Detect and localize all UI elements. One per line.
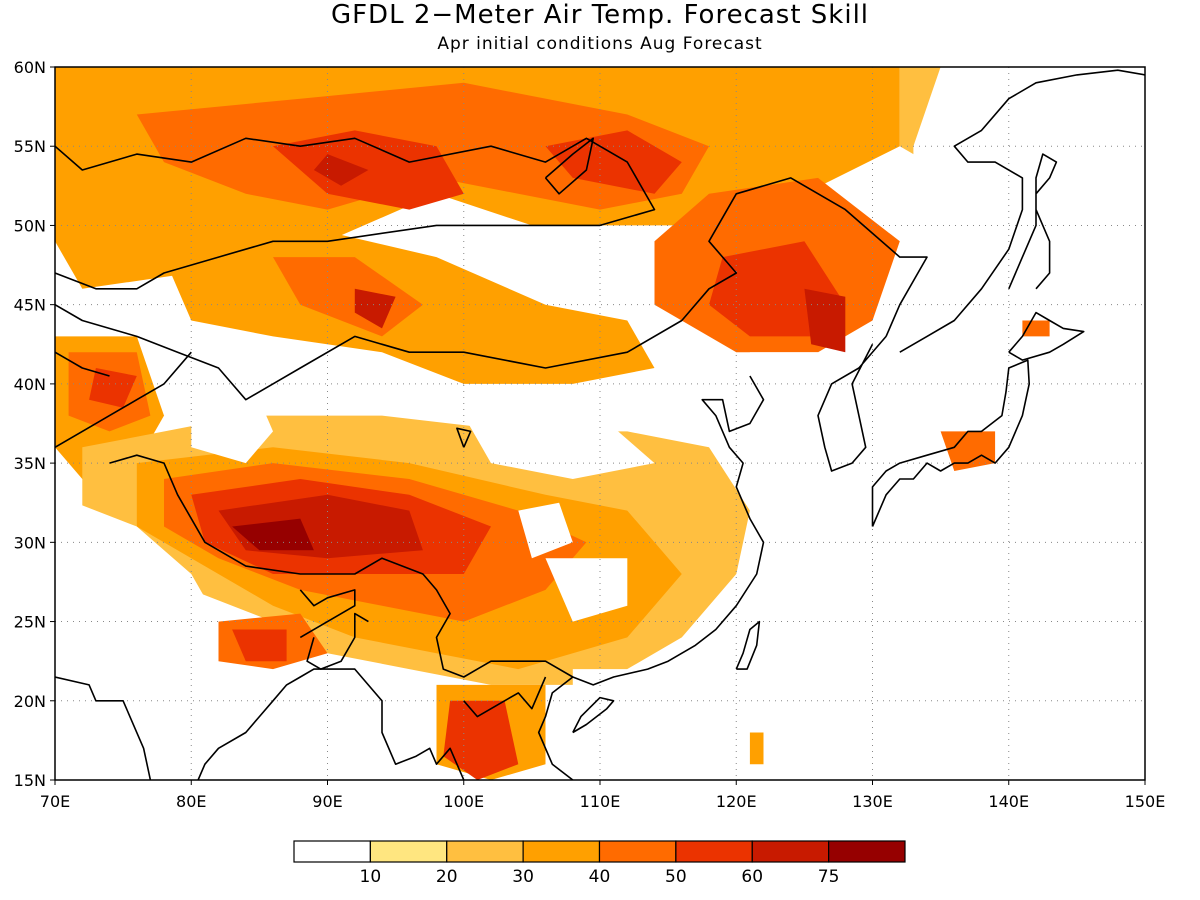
colorbar-swatch [598,840,677,863]
colorbar-swatch [369,840,448,863]
colorbar-label: 30 [512,867,534,887]
lat-tick-label: 30N [14,533,46,552]
coastline-9 [306,612,369,670]
coastline-4 [197,668,465,780]
skill-region-24 [443,700,519,780]
colorbar-label: 60 [741,867,763,887]
skill-region-25 [191,352,273,464]
lat-tick-label: 35N [14,454,46,473]
coastline-12 [735,620,761,670]
axis-labels: 70E 80E 90E 100E 110E 120E 130E 140E 150E 60N 55N 5… [14,58,1166,811]
colorbar-swatch [522,840,601,863]
lon-tick-label: 100E [443,792,484,811]
coastline-3 [537,375,765,780]
map-title: GFDL 2−Meter Air Temp. Forecast Skill [330,0,870,30]
lon-tick-label: 130E [852,792,893,811]
coastline-1 [55,177,928,401]
lon-tick-label: 140E [988,792,1029,811]
skill-region-4 [545,130,682,194]
skill-region-22 [232,629,287,662]
lon-tick-label: 110E [580,792,621,811]
colorbar-swatch [293,840,371,863]
colorbar-swatch [446,840,524,863]
lat-tick-label: 40N [14,375,46,394]
coastline-0 [55,137,656,290]
lon-tick-label: 80E [176,792,206,811]
lat-lon-gridlines [55,67,1145,780]
lat-tick-label: 20N [14,692,46,711]
coastlines [55,69,1145,780]
coastline-10 [463,676,547,718]
lat-tick-label: 50N [14,216,46,235]
lat-tick-label: 45N [14,296,46,315]
coastline-19 [456,427,472,448]
skill-region-28 [545,558,628,622]
coastline-18 [55,351,110,377]
coastline-8 [299,589,356,639]
lat-tick-label: 55N [14,137,46,156]
lat-tick-label: 60N [14,58,46,77]
colorbar-label: 10 [360,867,382,887]
lon-tick-label: 70E [40,792,70,811]
coastline-13 [871,359,1030,527]
coastline-5 [55,676,152,780]
lat-tick-label: 25N [14,613,46,632]
coastline-15 [1008,153,1058,290]
colorbar-swatch [828,840,906,863]
lon-tick-label: 120E [716,792,757,811]
skill-region-33 [722,352,832,432]
colorbar-label: 40 [589,867,611,887]
skill-region-31 [572,352,1145,780]
skill-region-27 [518,502,573,559]
skill-region-14 [89,368,137,408]
colorbar-label: 75 [818,867,840,887]
colorbar-label: 20 [436,867,458,887]
lon-tick-label: 90E [312,792,342,811]
skill-region-5 [313,154,369,186]
coastline-11 [572,696,615,734]
coastline-17 [544,137,595,195]
skill-region-32 [913,67,1145,353]
coastline-16 [899,69,1145,353]
colorbar-label: 50 [665,867,687,887]
coastline-6 [109,454,574,678]
skill-region-34 [940,431,996,471]
colorbar: 10 20 30 40 50 60 75 [293,840,906,887]
map-subtitle: Apr initial conditions Aug Forecast [437,34,763,54]
skill-region-30 [259,684,396,780]
colorbar-swatch [675,840,753,863]
skill-region-29 [55,494,219,701]
colorbar-swatch [751,840,830,863]
coastline-14 [1008,311,1085,361]
coastline-2 [817,335,887,472]
skill-region-35 [749,732,764,765]
coastline-7 [55,351,192,448]
lon-tick-label: 150E [1125,792,1166,811]
skill-region-11 [354,288,396,329]
skill-region-20 [232,518,314,551]
lat-tick-label: 15N [14,771,46,790]
